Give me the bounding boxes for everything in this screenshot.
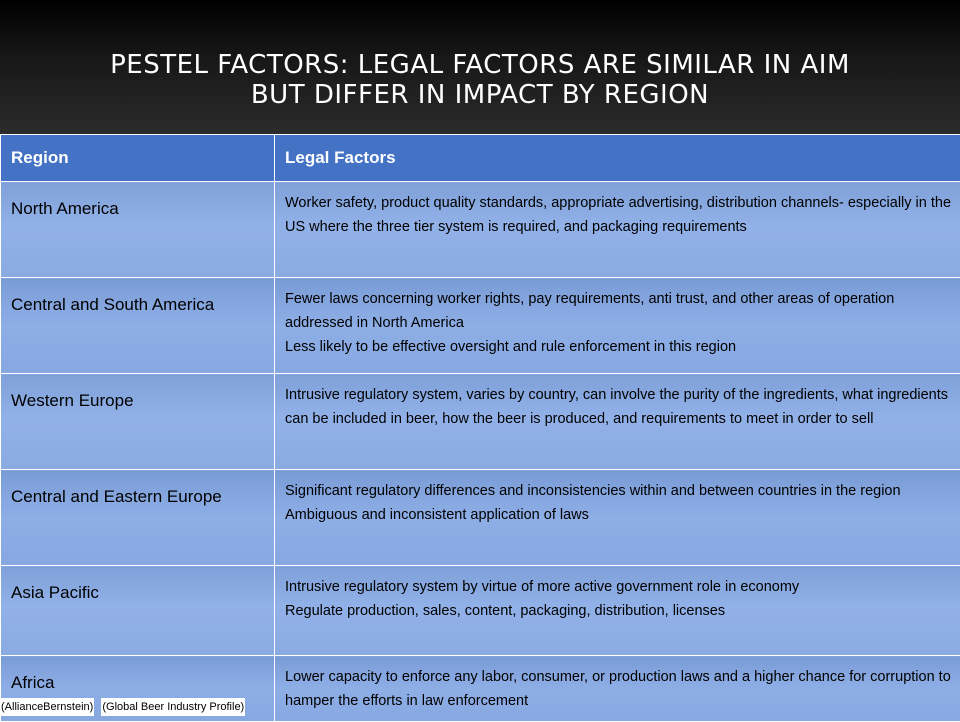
legal-factor-text: Intrusive regulatory system, varies by c… <box>285 383 952 431</box>
legal-factors-cell: Fewer laws concerning worker rights, pay… <box>275 278 960 374</box>
table-row: North America Worker safety, product qua… <box>1 182 960 278</box>
table-row: Central and South America Fewer laws con… <box>1 278 960 374</box>
legal-factors-cell: Significant regulatory differences and i… <box>275 470 960 566</box>
region-cell: Central and Eastern Europe <box>1 470 275 566</box>
citation-global-beer-industry-profile: (Global Beer Industry Profile) <box>101 698 245 716</box>
region-cell: Asia Pacific <box>1 566 275 656</box>
legal-factors-cell: Worker safety, product quality standards… <box>275 182 960 278</box>
legal-factor-text: Lower capacity to enforce any labor, con… <box>285 665 952 713</box>
legal-factor-text: Significant regulatory differences and i… <box>285 479 952 503</box>
slide-title: PESTEL FACTORS: LEGAL FACTORS ARE SIMILA… <box>0 50 960 110</box>
region-column-header: Region <box>1 135 275 182</box>
legal-factor-text: Less likely to be effective oversight an… <box>285 335 952 359</box>
table-row: Western Europe Intrusive regulatory syst… <box>1 374 960 470</box>
legal-factor-text: Regulate production, sales, content, pac… <box>285 599 952 623</box>
legal-factors-table: Region Legal Factors North America Worke… <box>0 134 960 722</box>
legal-factors-cell: Intrusive regulatory system by virtue of… <box>275 566 960 656</box>
legal-factors-column-header: Legal Factors <box>275 135 960 182</box>
region-cell: Western Europe <box>1 374 275 470</box>
table-row: Central and Eastern Europe Significant r… <box>1 470 960 566</box>
legal-factors-cell: Intrusive regulatory system, varies by c… <box>275 374 960 470</box>
legal-factors-cell: Lower capacity to enforce any labor, con… <box>275 656 960 722</box>
citations: (AllianceBernstein) (Global Beer Industr… <box>0 698 249 718</box>
table-row: Asia Pacific Intrusive regulatory system… <box>1 566 960 656</box>
table-header-row: Region Legal Factors <box>1 135 960 182</box>
region-cell: Central and South America <box>1 278 275 374</box>
legal-factor-text: Intrusive regulatory system by virtue of… <box>285 575 952 599</box>
citation-alliancebernstein: (AllianceBernstein) <box>0 698 94 716</box>
slide-title-line-2: BUT DIFFER IN IMPACT BY REGION <box>0 80 960 110</box>
legal-factor-text: Worker safety, product quality standards… <box>285 191 952 239</box>
title-bar: PESTEL FACTORS: LEGAL FACTORS ARE SIMILA… <box>0 0 960 134</box>
legal-factor-text: Ambiguous and inconsistent application o… <box>285 503 952 527</box>
legal-factor-text: Fewer laws concerning worker rights, pay… <box>285 287 952 335</box>
slide-title-line-1: PESTEL FACTORS: LEGAL FACTORS ARE SIMILA… <box>0 50 960 80</box>
region-cell: North America <box>1 182 275 278</box>
